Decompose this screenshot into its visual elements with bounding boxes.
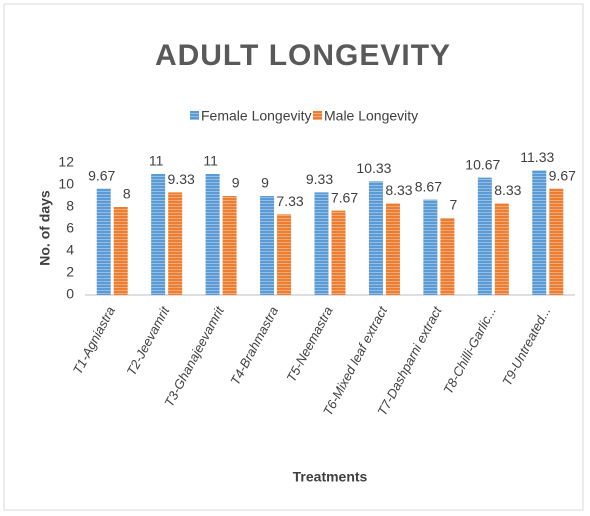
bar (440, 218, 455, 295)
chart-title: ADULT LONGEVITY (155, 39, 451, 72)
y-tick-label: 6 (66, 220, 74, 236)
value-label: 10.67 (465, 156, 500, 172)
y-tick-label: 2 (66, 264, 74, 280)
bar (549, 188, 564, 295)
value-label: 8.33 (385, 182, 412, 198)
y-tick-label: 4 (66, 242, 74, 258)
x-tick-label: T2-Jeevamrit (123, 303, 173, 378)
value-label: 11.33 (520, 149, 554, 165)
bar (260, 196, 275, 295)
value-label: 8.33 (494, 182, 521, 198)
bar (151, 174, 166, 295)
bar (532, 170, 547, 295)
bar (277, 214, 292, 295)
value-label: 9 (232, 175, 240, 191)
bar (96, 188, 111, 295)
bar (222, 196, 237, 295)
bar (113, 207, 128, 295)
value-label: 11 (203, 153, 218, 169)
x-tick-label: T3-Ghanajeevamrit (161, 303, 227, 410)
legend-swatch (313, 111, 322, 120)
legend-swatch (190, 111, 199, 120)
y-tick-label: 10 (58, 176, 74, 192)
x-tick-label: T1-Agniastra (70, 304, 118, 377)
bar (168, 192, 183, 295)
bar (314, 192, 329, 295)
x-tick-label: T9-Untreated... (499, 304, 553, 388)
value-label: 9.67 (88, 167, 115, 183)
value-label: 7.67 (331, 189, 358, 205)
bar (385, 203, 400, 295)
bar (368, 181, 383, 295)
x-axis-label: Treatments (293, 469, 368, 485)
value-label: 11 (149, 153, 164, 169)
value-label: 7 (449, 197, 457, 213)
x-tick-label: T8-Chilli-Garlic... (440, 304, 499, 397)
y-tick-label: 12 (58, 154, 74, 170)
bar (423, 199, 438, 295)
bar (494, 203, 509, 295)
value-label: 9.33 (306, 171, 333, 187)
value-label: 9.33 (168, 171, 195, 187)
legend-label: Male Longevity (324, 108, 418, 124)
y-axis-label: No. of days (37, 190, 53, 266)
x-tick-label: T5-Neemastra (283, 304, 335, 384)
y-tick-label: 8 (66, 198, 74, 214)
value-label: 8.67 (415, 178, 442, 194)
bar (477, 177, 492, 295)
value-label: 7.33 (276, 193, 303, 209)
value-label: 9 (261, 175, 269, 191)
y-tick-label: 0 (66, 286, 74, 302)
value-label: 8 (123, 186, 131, 202)
chart-border (3, 3, 584, 511)
value-label: 10.33 (356, 160, 391, 176)
bar (205, 174, 220, 295)
value-label: 9.67 (549, 167, 576, 183)
bar (331, 210, 346, 295)
x-tick-label: T4-Brahmastra (227, 304, 281, 388)
legend-label: Female Longevity (201, 108, 312, 124)
